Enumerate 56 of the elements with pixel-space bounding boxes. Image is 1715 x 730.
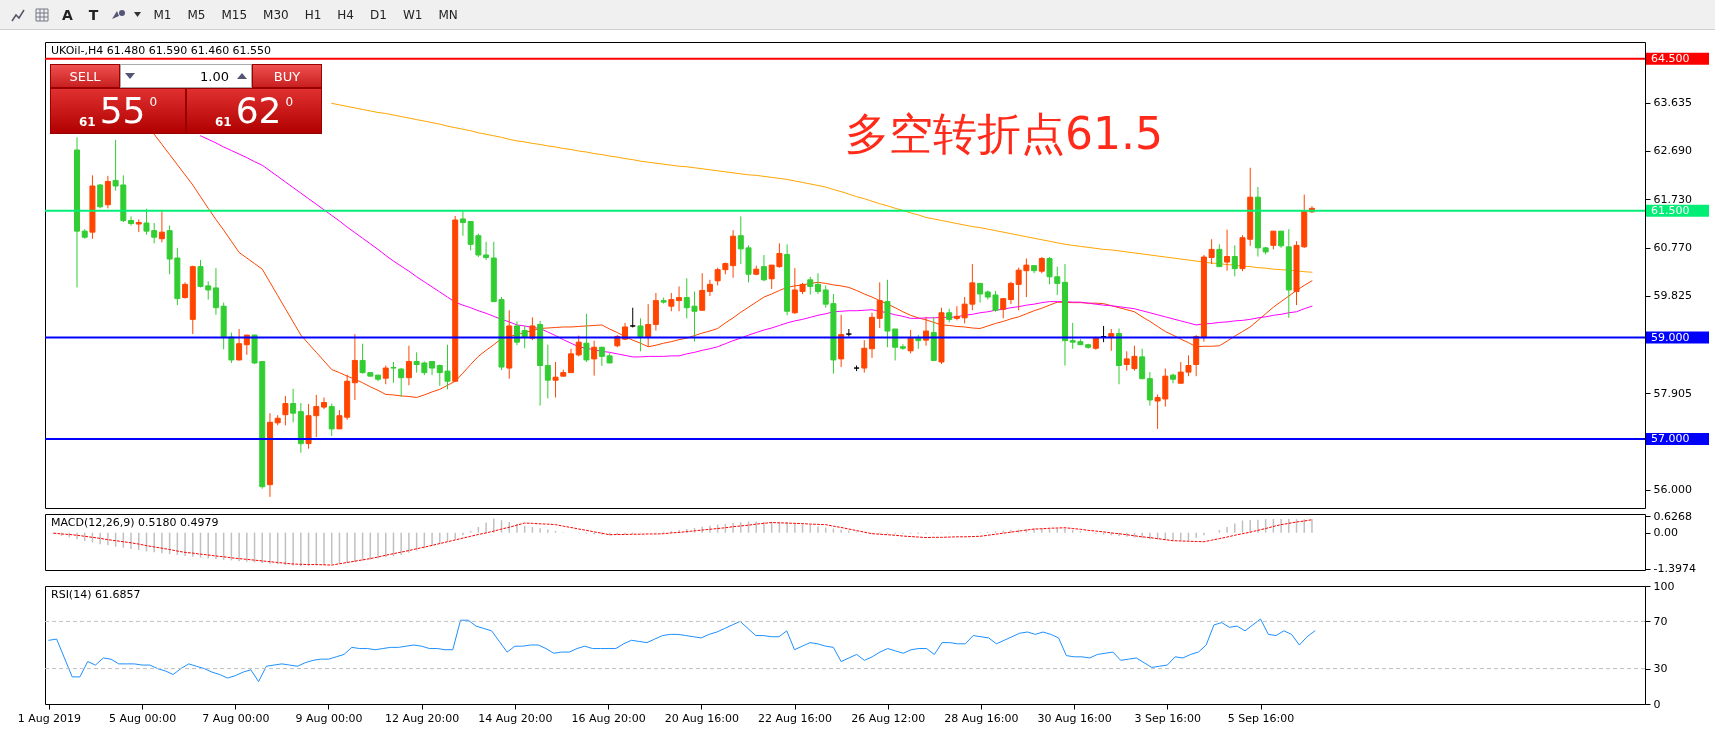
x-tick-label: 22 Aug 16:00: [757, 711, 833, 725]
annotation: 61: [78, 115, 96, 129]
text: M30: [262, 6, 290, 24]
x-tick-label: 5 Sep 16:00: [1227, 711, 1295, 725]
annotation: 0: [285, 95, 294, 109]
chart-title: MACD(12,26,9) 0.5180 0.4979: [51, 516, 219, 529]
ref-line-label: 61.500: [1651, 203, 1690, 217]
annotation: 多空转折点61.5: [845, 108, 1163, 159]
chart-title: RSI(14) 61.6857: [51, 588, 141, 601]
x-tick-label: 20 Aug 16:00: [664, 711, 739, 725]
annotation: BUY: [252, 64, 322, 88]
x-tick-label: 7 Aug 00:00: [202, 711, 270, 725]
annotation: 1.00: [199, 68, 230, 84]
annotation: SELL: [50, 64, 120, 88]
y-tick-label: 63.635: [1653, 96, 1692, 110]
text: W1: [401, 6, 424, 24]
text: M1: [152, 6, 173, 24]
y-tick-label: 0: [1653, 697, 1661, 711]
x-tick-label: 30 Aug 16:00: [1037, 711, 1112, 725]
text: H4: [336, 6, 355, 24]
y-tick-label: 57.905: [1653, 386, 1692, 400]
y-tick-label: 0.6268: [1653, 509, 1692, 523]
chart-title: UKOil-,H4 61.480 61.590 61.460 61.550: [51, 44, 272, 57]
x-tick-label: 9 Aug 00:00: [295, 711, 363, 725]
x-tick-label: 12 Aug 20:00: [385, 711, 460, 725]
y-tick-label: 60.770: [1653, 241, 1692, 255]
x-tick-label: 28 Aug 16:00: [944, 711, 1019, 725]
x-tick-label: 1 Aug 2019: [17, 711, 82, 725]
y-tick-label: 70: [1653, 614, 1668, 628]
text: D1: [369, 6, 388, 24]
annotation: 0: [149, 95, 158, 109]
y-tick-label: -1.3974: [1653, 562, 1696, 576]
annotation: 55: [99, 90, 146, 131]
text: H1: [303, 6, 323, 24]
y-tick-label: 30: [1653, 662, 1668, 676]
y-tick-label: 56.000: [1653, 483, 1692, 497]
y-tick-label: 59.825: [1653, 289, 1692, 303]
annotation: 61: [214, 115, 232, 129]
ref-line-label: 59.000: [1651, 330, 1690, 344]
y-tick-label: 61.730: [1653, 192, 1692, 206]
text: T: [87, 5, 100, 25]
text: M15: [220, 6, 249, 24]
text: MN: [437, 6, 459, 24]
x-tick-label: 26 Aug 12:00: [851, 711, 926, 725]
text: M5: [186, 6, 207, 24]
x-tick-label: 5 Aug 00:00: [109, 711, 177, 725]
annotation: 62: [235, 90, 282, 131]
text: A: [61, 5, 74, 25]
y-tick-label: 100: [1653, 579, 1675, 593]
ref-line-label: 57.000: [1651, 432, 1690, 446]
x-tick-label: 3 Sep 16:00: [1134, 711, 1202, 725]
x-tick-label: 14 Aug 20:00: [478, 711, 553, 725]
y-tick-label: 62.690: [1653, 144, 1692, 158]
x-tick-label: 16 Aug 20:00: [571, 711, 646, 725]
ref-line-label: 64.500: [1651, 51, 1690, 65]
y-tick-label: 0.00: [1653, 526, 1678, 540]
